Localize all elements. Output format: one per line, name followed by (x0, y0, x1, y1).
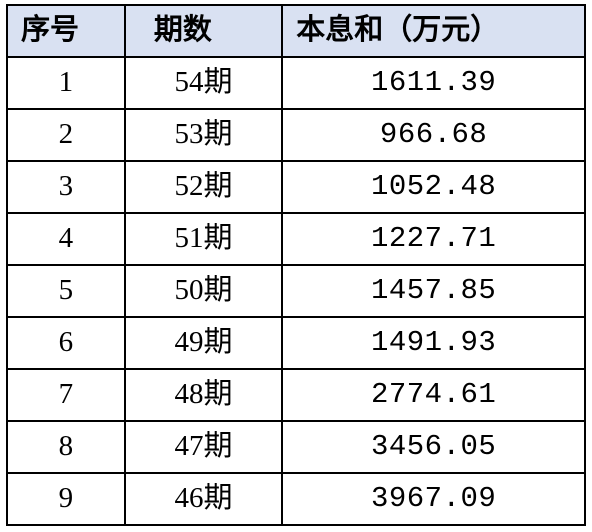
table-header-row: 序号 期数 本息和（万元） (7, 5, 585, 57)
col-header-amount: 本息和（万元） (282, 5, 585, 57)
cell-amount: 3967.09 (282, 473, 585, 525)
cell-amount: 2774.61 (282, 369, 585, 421)
cell-idx: 8 (7, 421, 125, 473)
col-header-idx: 序号 (7, 5, 125, 57)
cell-period: 49期 (125, 317, 282, 369)
cell-period: 48期 (125, 369, 282, 421)
cell-idx: 2 (7, 109, 125, 161)
table-row: 3 52期 1052.48 (7, 161, 585, 213)
cell-amount: 1227.71 (282, 213, 585, 265)
table-row: 7 48期 2774.61 (7, 369, 585, 421)
cell-idx: 4 (7, 213, 125, 265)
cell-amount: 1611.39 (282, 57, 585, 109)
table-row: 6 49期 1491.93 (7, 317, 585, 369)
cell-period: 47期 (125, 421, 282, 473)
cell-amount: 1491.93 (282, 317, 585, 369)
cell-period: 52期 (125, 161, 282, 213)
cell-idx: 3 (7, 161, 125, 213)
cell-period: 54期 (125, 57, 282, 109)
cell-amount: 1457.85 (282, 265, 585, 317)
data-table: 序号 期数 本息和（万元） 1 54期 1611.39 2 53期 966.68… (6, 4, 586, 526)
table-row: 4 51期 1227.71 (7, 213, 585, 265)
table-row: 9 46期 3967.09 (7, 473, 585, 525)
cell-amount: 3456.05 (282, 421, 585, 473)
cell-idx: 5 (7, 265, 125, 317)
cell-amount: 966.68 (282, 109, 585, 161)
table-container: 序号 期数 本息和（万元） 1 54期 1611.39 2 53期 966.68… (0, 0, 592, 530)
table-header: 序号 期数 本息和（万元） (7, 5, 585, 57)
cell-period: 46期 (125, 473, 282, 525)
cell-idx: 7 (7, 369, 125, 421)
cell-period: 51期 (125, 213, 282, 265)
table-row: 5 50期 1457.85 (7, 265, 585, 317)
table-row: 1 54期 1611.39 (7, 57, 585, 109)
table-row: 8 47期 3456.05 (7, 421, 585, 473)
cell-idx: 9 (7, 473, 125, 525)
table-row: 2 53期 966.68 (7, 109, 585, 161)
cell-period: 53期 (125, 109, 282, 161)
cell-idx: 6 (7, 317, 125, 369)
cell-amount: 1052.48 (282, 161, 585, 213)
table-body: 1 54期 1611.39 2 53期 966.68 3 52期 1052.48… (7, 57, 585, 525)
cell-period: 50期 (125, 265, 282, 317)
cell-idx: 1 (7, 57, 125, 109)
col-header-period: 期数 (125, 5, 282, 57)
